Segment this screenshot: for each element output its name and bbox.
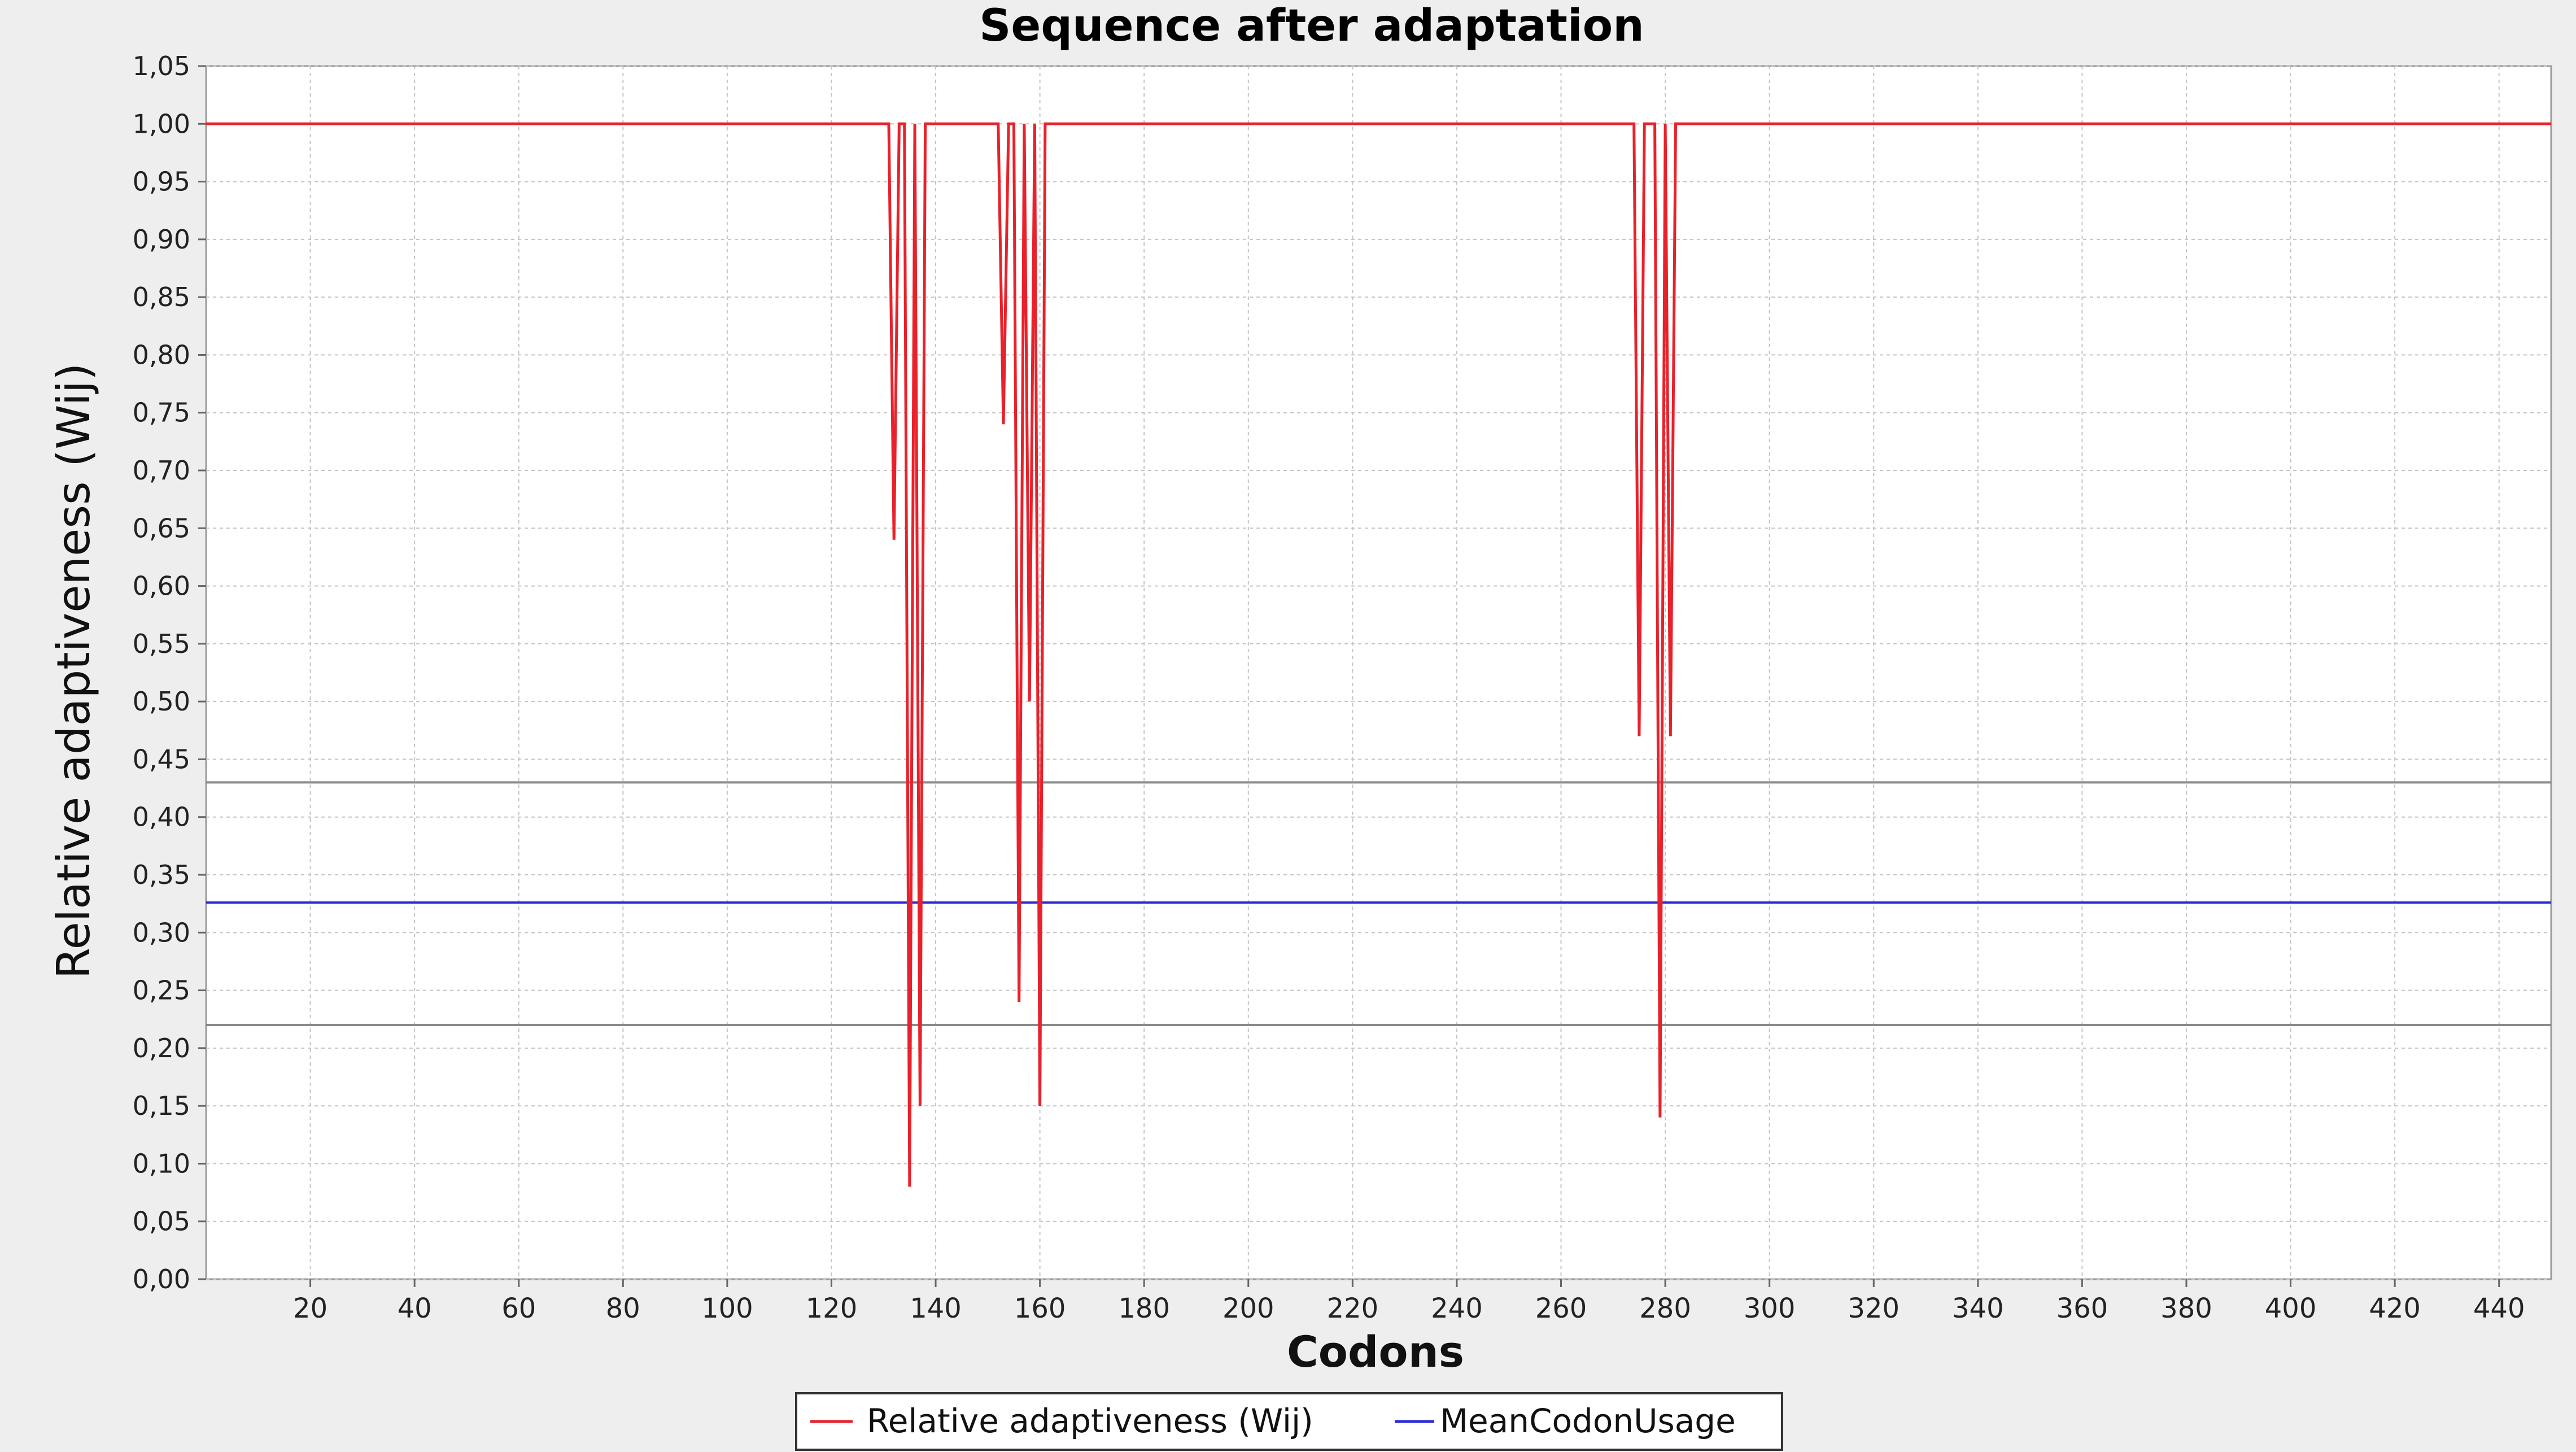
y-tick-label: 0,60: [133, 571, 190, 601]
y-tick-label: 0,20: [133, 1033, 190, 1063]
legend-box: [795, 1392, 1783, 1451]
x-tick-label: 60: [501, 1293, 536, 1324]
x-tick-label: 220: [1327, 1293, 1379, 1324]
x-tick-label: 260: [1535, 1293, 1587, 1324]
x-tick-label: 160: [1014, 1293, 1066, 1324]
x-tick-label: 300: [1744, 1293, 1796, 1324]
x-tick-label: 180: [1118, 1293, 1170, 1324]
y-tick-label: 0,00: [133, 1264, 190, 1294]
x-axis-label: Codons: [1287, 1327, 1464, 1377]
y-tick-label: 0,45: [133, 744, 190, 774]
x-tick-label: 100: [701, 1293, 753, 1324]
x-tick-label: 80: [606, 1293, 640, 1324]
y-tick-label: 0,10: [133, 1148, 190, 1179]
x-tick-label: 120: [806, 1293, 858, 1324]
y-axis-label: Relative adaptiveness (Wij): [47, 363, 100, 979]
x-tick-label: 360: [2057, 1293, 2108, 1324]
x-axis-ticks: 20 40 60 80 100 120 140 160 180 200 220 240 260 280 30…: [293, 1279, 2525, 1324]
x-tick-label: 140: [910, 1293, 962, 1324]
x-tick-label: 40: [398, 1293, 432, 1324]
x-tick-label: 320: [1848, 1293, 1900, 1324]
y-tick-label: 0,05: [133, 1206, 190, 1237]
x-tick-label: 20: [293, 1293, 328, 1324]
x-tick-label: 420: [2369, 1293, 2421, 1324]
y-tick-label: 1,00: [133, 108, 190, 139]
y-axis-ticks: 0,00 0,05 0,10 0,15 0,20 0,25 0,30 0,35 0,40 0,45…: [133, 51, 206, 1294]
y-tick-label: 0,30: [133, 917, 190, 948]
x-tick-label: 280: [1639, 1293, 1691, 1324]
x-tick-label: 200: [1222, 1293, 1274, 1324]
series-line-relative-adaptiveness: [206, 122, 2551, 1187]
y-tick-label: 0,85: [133, 282, 190, 312]
y-tick-label: 0,90: [133, 224, 190, 255]
x-tick-label: 380: [2160, 1293, 2212, 1324]
y-tick-label: 0,50: [133, 686, 190, 717]
y-tick-label: 0,25: [133, 975, 190, 1006]
y-tick-label: 0,15: [133, 1091, 190, 1121]
y-tick-label: 0,65: [133, 513, 190, 543]
x-tick-label: 340: [1952, 1293, 2004, 1324]
y-tick-label: 0,40: [133, 802, 190, 832]
chart-title: Sequence after adaptation: [979, 1, 1644, 51]
y-tick-label: 1,05: [133, 51, 190, 81]
legend: Relative adaptiveness (Wij) MeanCodonUsa…: [795, 1392, 1783, 1451]
y-tick-label: 0,55: [133, 629, 190, 659]
y-tick-label: 0,75: [133, 398, 190, 428]
legend-label-relative-adaptiveness: Relative adaptiveness (Wij): [867, 1402, 1313, 1440]
reference-lines: [206, 781, 2551, 1026]
y-tick-label: 0,35: [133, 860, 190, 890]
grid: [206, 66, 2551, 1280]
x-tick-label: 240: [1431, 1293, 1483, 1324]
y-tick-label: 0,95: [133, 167, 190, 197]
legend-label-mean-codon-usage: MeanCodonUsage: [1440, 1402, 1736, 1440]
x-tick-label: 400: [2265, 1293, 2317, 1324]
x-tick-label: 440: [2473, 1293, 2525, 1324]
y-tick-label: 0,70: [133, 455, 190, 486]
plot-area: [205, 65, 2552, 1280]
series-layer: [206, 122, 2551, 1187]
y-tick-label: 0,80: [133, 339, 190, 370]
